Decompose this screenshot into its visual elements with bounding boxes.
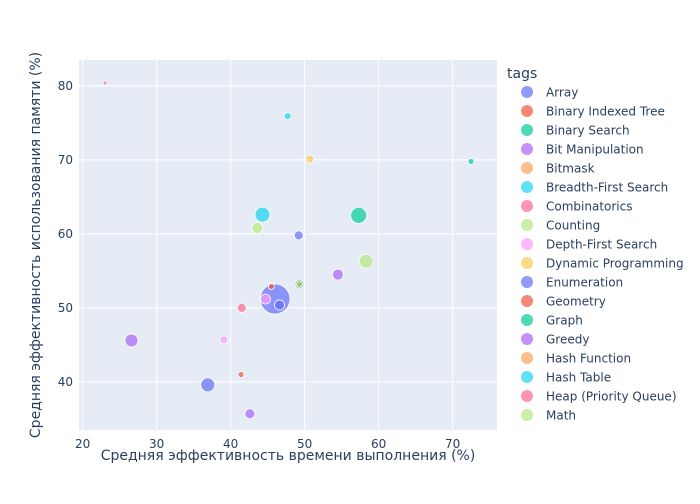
legend-item[interactable]: Bitmask <box>521 162 595 176</box>
data-points <box>102 80 475 420</box>
legend-marker <box>521 352 533 364</box>
data-point[interactable] <box>350 206 368 224</box>
y-tick-labels: 40 50 60 70 80 <box>58 79 73 389</box>
legend-item[interactable]: Hash Table <box>521 371 611 385</box>
legend-marker <box>521 181 533 193</box>
legend-label: Array <box>546 86 578 100</box>
y-tick-label: 80 <box>58 79 73 93</box>
data-point[interactable] <box>260 293 271 305</box>
legend-item[interactable]: Depth-First Search <box>521 238 657 252</box>
legend[interactable]: Array Binary Indexed Tree Binary Search Bit… <box>521 86 684 423</box>
data-point[interactable] <box>219 335 229 345</box>
data-point[interactable] <box>254 206 271 223</box>
legend-label: Greedy <box>546 333 589 347</box>
legend-item[interactable]: Heap (Priority Queue) <box>521 390 677 404</box>
legend-marker <box>521 257 533 269</box>
legend-item[interactable]: Breadth-First Search <box>521 181 668 195</box>
legend-label: Hash Table <box>546 371 611 385</box>
legend-marker <box>521 219 533 231</box>
y-tick-label: 40 <box>58 375 73 389</box>
legend-item[interactable]: Math <box>521 409 576 423</box>
legend-marker <box>521 333 533 345</box>
legend-marker <box>521 162 533 174</box>
legend-item[interactable]: Dynamic Programming <box>521 257 684 271</box>
legend-label: Bit Manipulation <box>546 143 644 157</box>
legend-title: tags <box>507 66 537 82</box>
legend-marker <box>521 105 533 117</box>
legend-marker <box>521 371 533 383</box>
y-tick-label: 70 <box>58 153 73 167</box>
data-point[interactable] <box>305 154 315 164</box>
legend-label: Heap (Priority Queue) <box>546 390 677 404</box>
data-point[interactable] <box>283 112 292 121</box>
legend-item[interactable]: Array <box>521 86 578 100</box>
y-tick-label: 50 <box>58 301 73 315</box>
x-tick-label: 60 <box>371 437 386 451</box>
data-point[interactable] <box>332 268 344 281</box>
x-tick-label: 20 <box>75 437 90 451</box>
data-point[interactable] <box>237 371 245 378</box>
data-point[interactable] <box>200 377 216 393</box>
legend-marker <box>521 314 533 326</box>
legend-marker <box>521 390 533 402</box>
legend-item[interactable]: Bit Manipulation <box>521 143 644 157</box>
legend-marker <box>521 124 533 136</box>
x-tick-label: 40 <box>223 437 238 451</box>
legend-item[interactable]: Enumeration <box>521 276 623 290</box>
legend-item[interactable]: Counting <box>521 219 600 233</box>
legend-item[interactable]: Hash Function <box>521 352 631 366</box>
legend-item[interactable]: Graph <box>521 314 583 328</box>
legend-label: Enumeration <box>546 276 623 290</box>
legend-item[interactable]: Greedy <box>521 333 589 347</box>
plot-area <box>79 60 497 430</box>
legend-marker <box>521 86 533 98</box>
data-point[interactable] <box>467 157 475 165</box>
legend-label: Dynamic Programming <box>546 257 684 271</box>
legend-label: Breadth-First Search <box>546 181 668 195</box>
legend-label: Bitmask <box>546 162 595 176</box>
legend-label: Graph <box>546 314 583 328</box>
data-point[interactable] <box>358 253 374 269</box>
legend-label: Binary Search <box>546 124 630 138</box>
data-point[interactable] <box>296 280 303 288</box>
legend-label: Combinatorics <box>546 200 632 214</box>
legend-item[interactable]: Geometry <box>521 295 606 309</box>
legend-marker <box>521 409 533 421</box>
data-point[interactable] <box>244 408 256 420</box>
legend-label: Counting <box>546 219 600 233</box>
data-point[interactable] <box>274 299 285 311</box>
legend-marker <box>521 238 533 250</box>
data-point[interactable] <box>102 80 108 86</box>
legend-label: Binary Indexed Tree <box>546 105 665 119</box>
legend-label: Math <box>546 409 576 423</box>
legend-item[interactable]: Binary Indexed Tree <box>521 105 665 119</box>
legend-label: Hash Function <box>546 352 631 366</box>
data-point[interactable] <box>124 333 139 348</box>
legend-label: Geometry <box>546 295 606 309</box>
data-point[interactable] <box>267 283 275 290</box>
legend-item[interactable]: Binary Search <box>521 124 630 138</box>
x-tick-label: 30 <box>149 437 164 451</box>
data-point[interactable] <box>236 302 247 313</box>
x-tick-label: 50 <box>297 437 312 451</box>
legend-item[interactable]: Combinatorics <box>521 200 632 214</box>
data-point[interactable] <box>251 222 264 234</box>
legend-marker <box>521 200 533 212</box>
x-tick-label: 70 <box>445 437 460 451</box>
x-tick-labels: 20 30 40 50 60 70 <box>75 437 460 451</box>
data-point[interactable] <box>293 230 304 241</box>
legend-label: Depth-First Search <box>546 238 657 252</box>
legend-marker <box>521 295 533 307</box>
y-tick-label: 60 <box>58 227 73 241</box>
y-axis-title: Средняя эффективность использования памя… <box>28 52 44 438</box>
grid-lines <box>79 60 497 430</box>
x-axis-title: Средняя эффективность времени выполнения… <box>101 448 476 464</box>
legend-marker <box>521 143 533 155</box>
legend-marker <box>521 276 533 288</box>
